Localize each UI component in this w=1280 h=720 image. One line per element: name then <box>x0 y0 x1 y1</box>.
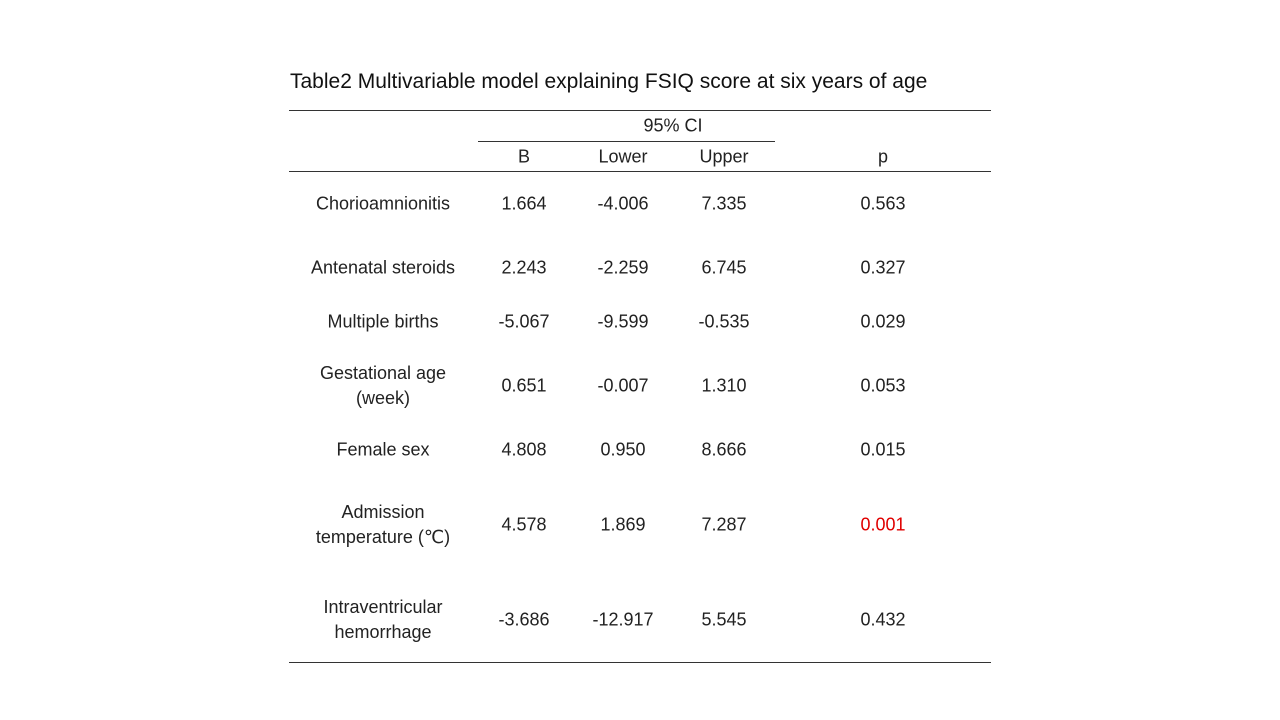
cell-b: -5.067 <box>498 311 550 332</box>
cell-upper: 7.287 <box>701 514 747 535</box>
cell-upper: 7.335 <box>701 193 747 214</box>
cell-p: 0.053 <box>860 375 906 396</box>
cell-upper: 8.666 <box>701 439 747 460</box>
row-label-intraventricular-hemorrhage: Intraventricular hemorrhage <box>323 597 443 642</box>
cell-upper: -0.535 <box>698 311 750 332</box>
cell-b: 2.243 <box>501 257 547 278</box>
row-label-antenatal-steroids: Antenatal steroids <box>310 257 456 278</box>
bottom-rule <box>289 662 991 663</box>
cell-lower: 1.869 <box>600 514 646 535</box>
cell-p: 0.563 <box>860 193 906 214</box>
column-header-b: B <box>517 146 531 167</box>
top-rule <box>289 110 991 111</box>
row-label-female-sex: Female sex <box>336 439 430 460</box>
cell-p: 0.432 <box>860 609 906 630</box>
column-header-upper: Upper <box>699 146 749 167</box>
cell-lower: -4.006 <box>597 193 649 214</box>
cell-b: 4.808 <box>501 439 547 460</box>
cell-upper: 1.310 <box>701 375 747 396</box>
ci-group-rule <box>478 141 775 142</box>
column-header-lower: Lower <box>598 146 648 167</box>
cell-b: 0.651 <box>501 375 547 396</box>
cell-lower: -0.007 <box>597 375 649 396</box>
cell-b: 1.664 <box>501 193 547 214</box>
row-label-gestational-age: Gestational age (week) <box>319 363 447 408</box>
cell-p: 0.015 <box>860 439 906 460</box>
row-label-chorioamnionitis: Chorioamnionitis <box>315 193 451 214</box>
cell-p: 0.327 <box>860 257 906 278</box>
cell-b: -3.686 <box>498 609 550 630</box>
table-title: Table2 Multivariable model explaining FS… <box>290 70 928 93</box>
cell-p: 0.029 <box>860 311 906 332</box>
cell-upper: 6.745 <box>701 257 747 278</box>
cell-upper: 5.545 <box>701 609 747 630</box>
column-header-p: p <box>877 146 889 167</box>
cell-lower: 0.950 <box>600 439 646 460</box>
cell-lower: -9.599 <box>597 311 649 332</box>
row-label-admission-temperature: Admission temperature (℃) <box>315 502 451 547</box>
cell-b: 4.578 <box>501 514 547 535</box>
header-bottom-rule <box>289 171 991 172</box>
cell-lower: -12.917 <box>592 609 654 630</box>
row-label-multiple-births: Multiple births <box>327 311 439 332</box>
cell-lower: -2.259 <box>597 257 649 278</box>
cell-p-significant: 0.001 <box>860 514 906 535</box>
ci-group-header: 95% CI <box>643 115 703 136</box>
